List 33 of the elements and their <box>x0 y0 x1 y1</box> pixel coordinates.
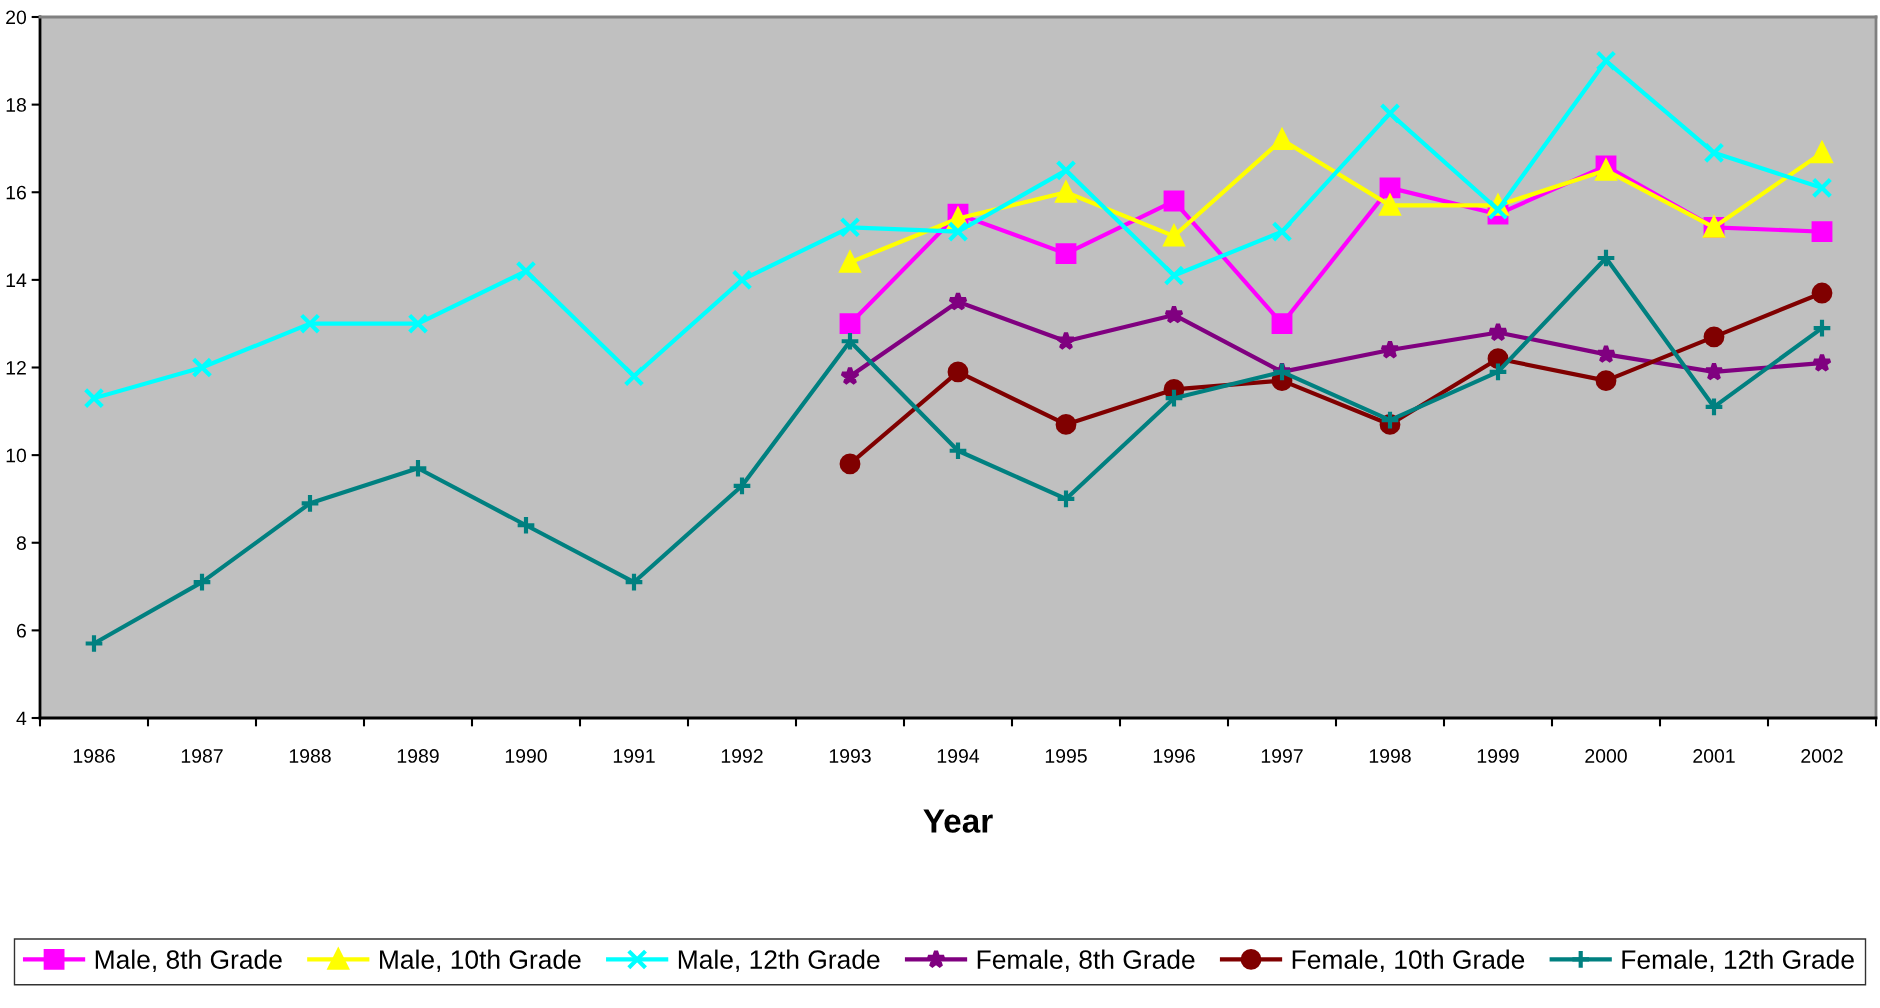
legend-label: Male, 8th Grade <box>95 949 282 973</box>
legend-label: Female, 12th Grade <box>1622 949 1854 973</box>
y-tick-label: 16 <box>6 185 26 200</box>
legend-label: Female, 8th Grade <box>977 949 1195 973</box>
x-tick-label: 1986 <box>73 749 115 763</box>
x-tick-label: 1988 <box>289 749 331 763</box>
x-tick-label: 2000 <box>1585 749 1627 763</box>
y-tick-label: 20 <box>6 10 27 25</box>
legend-label: Male, 10th Grade <box>380 949 581 973</box>
x-tick-label: 2001 <box>1693 749 1735 763</box>
x-tick-label: 1993 <box>829 749 871 763</box>
x-tick-label: 1987 <box>181 749 223 763</box>
x-axis-title: Year <box>923 809 993 833</box>
y-tick-label: 6 <box>16 623 26 638</box>
y-tick-label: 12 <box>6 360 26 375</box>
x-tick-label: 1995 <box>1045 749 1087 763</box>
x-tick-label: 1994 <box>937 749 980 763</box>
y-tick-label: 10 <box>6 448 27 463</box>
x-tick-label: 1996 <box>1153 749 1195 763</box>
x-tick-label: 1991 <box>613 749 655 763</box>
legend-label: Female, 10th Grade <box>1292 949 1525 973</box>
x-tick-label: 2002 <box>1801 749 1843 763</box>
x-tick-label: 1999 <box>1477 749 1519 763</box>
x-tick-label: 1998 <box>1369 749 1411 763</box>
y-tick-label: 4 <box>16 711 27 726</box>
x-tick-label: 1997 <box>1261 749 1303 763</box>
y-tick-label: 14 <box>6 273 27 287</box>
x-tick-label: 1990 <box>505 749 547 763</box>
x-tick-label: 1992 <box>721 749 763 763</box>
x-tick-label: 1989 <box>397 749 439 763</box>
legend-label: Male, 12th Grade <box>678 949 880 973</box>
y-tick-label: 8 <box>16 536 26 550</box>
y-tick-label: 18 <box>6 98 26 112</box>
